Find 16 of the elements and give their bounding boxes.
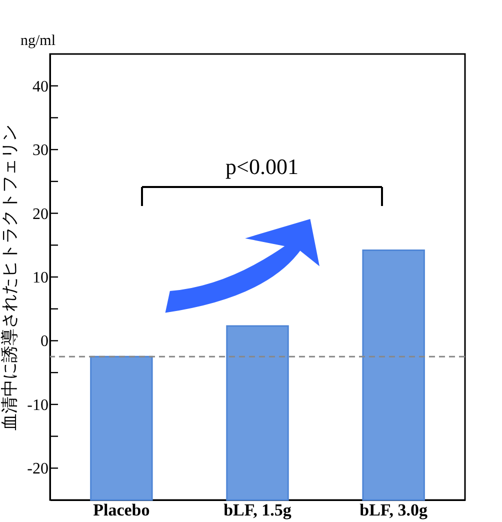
- bar: [90, 356, 153, 501]
- y-axis-title: 血清中に誘導されたヒトラクトフェリン: [0, 124, 20, 430]
- y-tick-label: 10: [32, 270, 48, 286]
- y-tick-label: -20: [27, 460, 48, 478]
- y-tick-label: 20: [32, 206, 48, 223]
- annotation: p<0.001: [226, 154, 298, 179]
- y-tick-label: 0: [40, 333, 48, 350]
- text: ng/ml: [20, 33, 56, 49]
- x-tick-label: Placebo: [93, 500, 150, 520]
- x-tick-label: bLF, 1.5g: [224, 500, 292, 520]
- bar: [362, 249, 425, 501]
- y-tick-label: 30: [32, 142, 48, 160]
- x-tick-label: bLF, 3.0g: [360, 500, 428, 520]
- bar: [226, 325, 289, 501]
- y-tick-label: -10: [27, 396, 48, 414]
- y-tick-label: 40: [32, 78, 48, 96]
